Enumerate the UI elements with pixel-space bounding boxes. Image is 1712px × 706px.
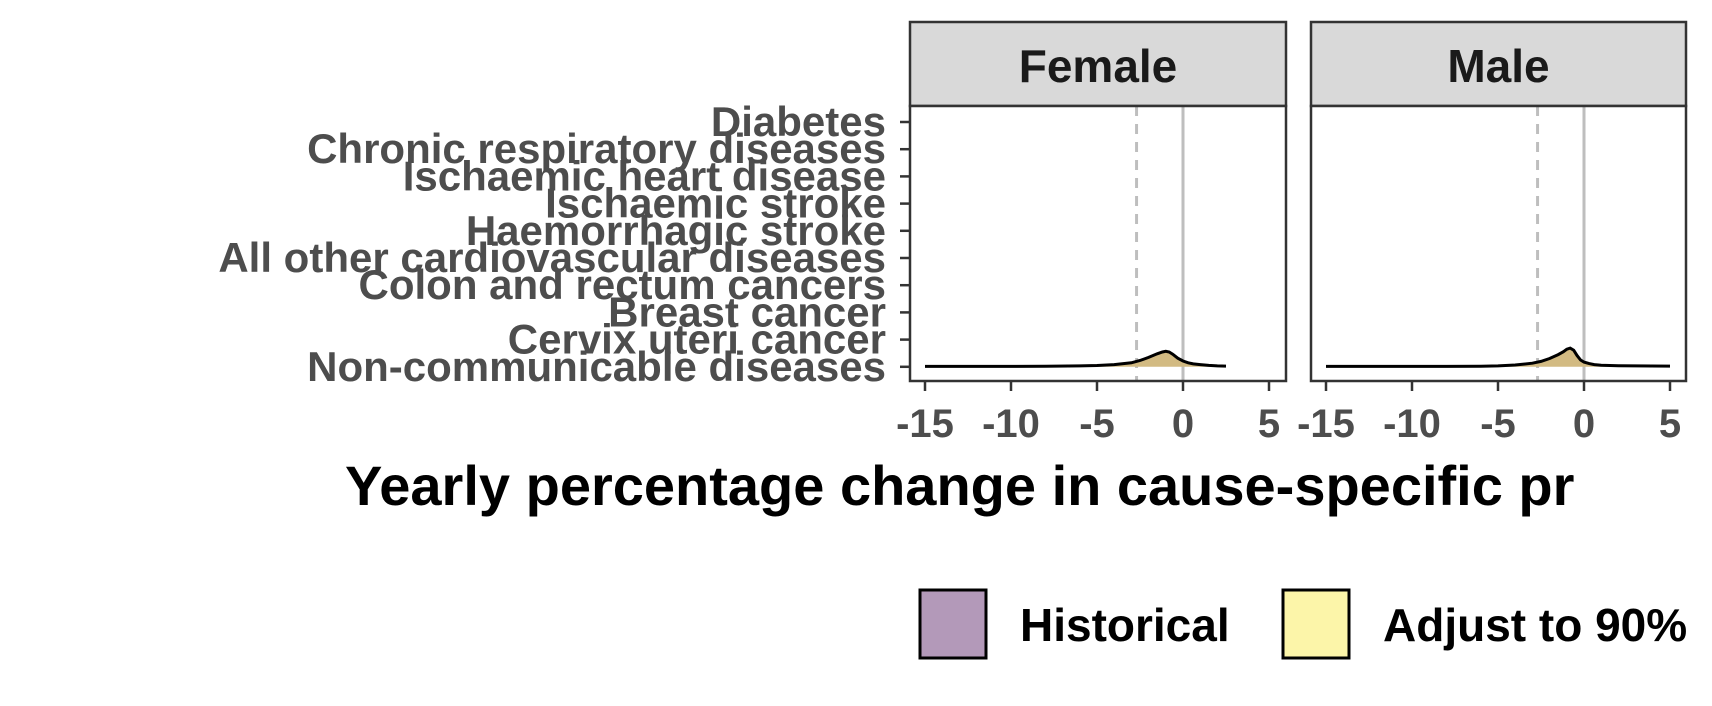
facet-strip <box>1309 20 1688 108</box>
x-tick-label: 5 <box>1258 402 1280 446</box>
category-label: All other cardiovascular diseases <box>218 234 886 281</box>
category-label: Non-communicable diseases <box>307 343 886 390</box>
category-label: Colon and rectum cancers <box>359 261 886 308</box>
panel-background <box>1311 106 1686 381</box>
category-label: Chronic respiratory diseases <box>307 125 886 172</box>
x-axis-title: Yearly percentage change in cause-specif… <box>345 454 1574 517</box>
panel-background <box>910 106 1286 381</box>
x-tick-label: -10 <box>982 402 1040 446</box>
category-label: Cervix uteri cancer <box>508 316 886 363</box>
x-tick-label: 0 <box>1172 402 1194 446</box>
category-label: Ischaemic heart disease <box>403 152 886 199</box>
x-tick-label: -15 <box>1297 402 1355 446</box>
facet-strip <box>908 20 1288 108</box>
density-line <box>1326 346 1671 368</box>
density-line <box>925 349 1227 368</box>
x-tick-label: 5 <box>1659 402 1681 446</box>
facet-panels: Female -15 -10 -5 0 5 Male -15 -10 -5 0 5 <box>896 20 1688 446</box>
density-fill <box>925 351 1226 367</box>
facet-panel-male: Male -15 -10 -5 0 5 <box>1297 20 1688 446</box>
legend-key <box>918 588 988 660</box>
x-tick-label: 0 <box>1573 402 1595 446</box>
x-tick-label: -15 <box>896 402 954 446</box>
legend-key <box>1281 588 1351 660</box>
category-label: Breast cancer <box>608 288 886 335</box>
legend-label: Adjust to 90% <box>1383 599 1687 651</box>
x-tick-label: -5 <box>1480 402 1516 446</box>
x-tick-label: -5 <box>1079 402 1115 446</box>
x-tick-label: -10 <box>1383 402 1441 446</box>
facet-panel-female: Female -15 -10 -5 0 5 <box>896 20 1288 446</box>
category-label: Diabetes <box>711 98 886 145</box>
category-label: Ischaemic stroke <box>545 180 886 227</box>
category-label: Haemorrhagic stroke <box>466 207 886 254</box>
facet-strip-label: Female <box>1019 40 1178 92</box>
facet-strip-label: Male <box>1447 40 1549 92</box>
legend: Historical Adjust to 90% <box>918 588 1687 660</box>
legend-label: Historical <box>1020 599 1230 651</box>
